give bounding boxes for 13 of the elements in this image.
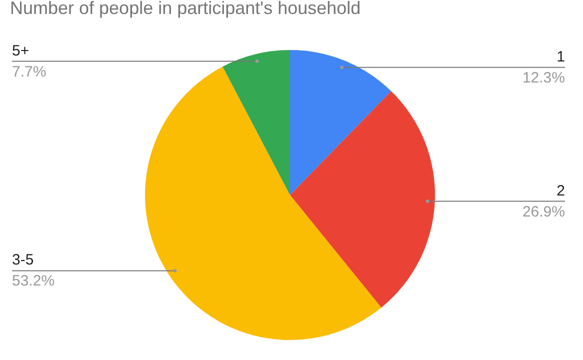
chart-title: Number of people in participant's household <box>10 0 361 18</box>
slice-label: 3-5 <box>12 252 34 269</box>
data-label: 53.2% <box>12 272 55 290</box>
data-label: 7.7% <box>12 63 46 80</box>
slice-label: 1 <box>556 48 565 66</box>
pie-slice <box>290 91 435 308</box>
data-label: 26.9% <box>522 203 565 220</box>
pie-slice <box>222 50 290 195</box>
slice-label: 5+ <box>12 42 30 60</box>
pie-slice <box>290 50 392 195</box>
data-label: 12.3% <box>522 69 565 86</box>
pie-slice <box>145 66 382 340</box>
slice-label: 2 <box>556 182 565 200</box>
